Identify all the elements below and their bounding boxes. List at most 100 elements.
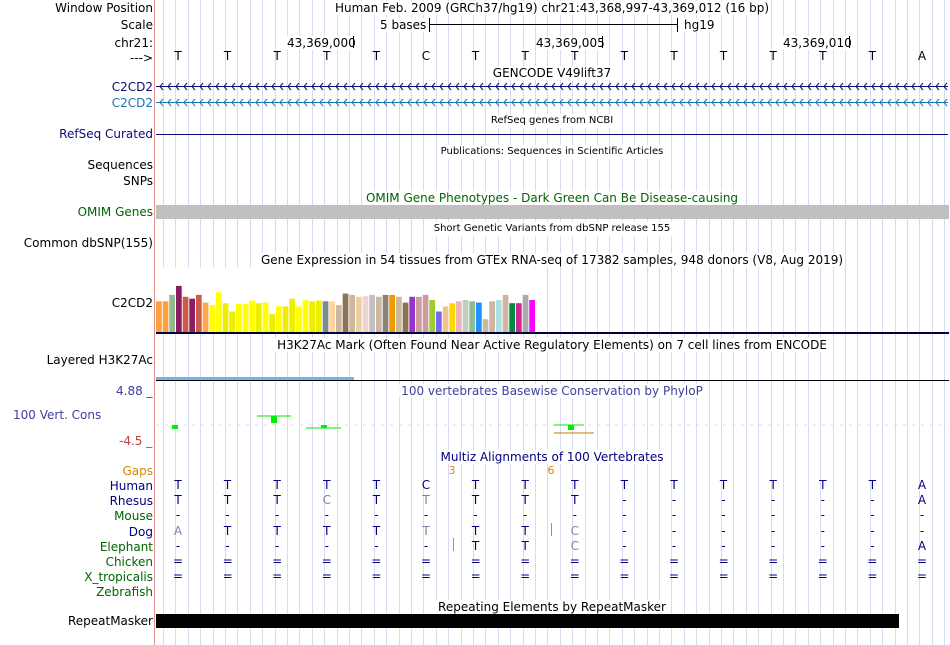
gtex-bar[interactable] — [422, 294, 429, 332]
strand-label[interactable]: ---> — [129, 51, 153, 65]
gtex-bar[interactable] — [222, 303, 229, 332]
dbsnp-label[interactable]: Common dbSNP(155) — [23, 236, 153, 250]
gtex-bar[interactable] — [329, 301, 335, 332]
multiz-title: Multiz Alignments of 100 Vertebrates — [438, 450, 666, 464]
gtex-bar[interactable] — [362, 296, 369, 332]
multiz-base: = — [272, 554, 283, 568]
gtex-bar[interactable] — [282, 306, 289, 332]
gtex-bar[interactable] — [289, 298, 295, 332]
omim-gene-bar[interactable] — [156, 205, 949, 219]
gtex-bar[interactable] — [442, 306, 449, 332]
gtex-bar[interactable] — [276, 306, 282, 332]
gtex-bar[interactable] — [209, 305, 215, 332]
gtex-bar[interactable] — [216, 292, 222, 332]
gtex-bar[interactable] — [476, 302, 482, 332]
multiz-species-label[interactable]: Chicken — [105, 555, 153, 569]
gtex-bar[interactable] — [396, 296, 402, 332]
gtex-bar[interactable] — [482, 319, 489, 332]
gtex-bar[interactable] — [349, 294, 355, 332]
h3k27ac-signal[interactable] — [156, 377, 354, 380]
multiz-base: - — [671, 493, 677, 508]
gtex-bar[interactable] — [182, 296, 189, 332]
gencode-gene-2-label[interactable]: C2CD2 — [111, 96, 153, 110]
ruler-base: T — [323, 49, 331, 63]
refseq-gene-line[interactable] — [156, 134, 948, 135]
gtex-bar[interactable] — [156, 301, 162, 332]
gtex-bar[interactable] — [376, 296, 382, 332]
multiz-species-label[interactable]: Rhesus — [109, 494, 153, 509]
gtex-bar[interactable] — [502, 294, 509, 332]
gaps-label[interactable]: Gaps — [122, 464, 153, 478]
gridline — [932, 0, 933, 645]
multiz-base: - — [771, 523, 776, 538]
scale-label[interactable]: Scale — [120, 18, 153, 32]
multiz-species-label[interactable]: Elephant — [99, 539, 153, 554]
snps-label[interactable]: SNPs — [123, 174, 153, 188]
gencode-gene-1-model[interactable] — [156, 82, 948, 91]
gtex-bar[interactable] — [176, 285, 182, 332]
gtex-bar[interactable] — [249, 300, 255, 332]
gtex-bar[interactable] — [169, 294, 175, 332]
gtex-bar[interactable] — [322, 301, 329, 332]
gtex-bar[interactable] — [389, 294, 395, 332]
gtex-bar[interactable] — [196, 294, 202, 332]
cons-label[interactable]: 100 Vert. Cons — [13, 408, 102, 422]
gtex-bar[interactable] — [229, 311, 235, 333]
multiz-species-label[interactable]: Mouse — [114, 509, 153, 524]
refseq-label[interactable]: RefSeq Curated — [59, 127, 153, 141]
multiz-base: - — [671, 523, 677, 538]
gencode-gene-1-label[interactable]: C2CD2 — [111, 80, 153, 94]
multiz-species-label[interactable]: X_tropicalis — [84, 570, 153, 585]
gtex-bar[interactable] — [416, 296, 422, 332]
gtex-bar[interactable] — [336, 305, 342, 332]
gtex-bar[interactable] — [202, 302, 209, 332]
gtex-bar[interactable] — [256, 303, 262, 332]
omim-label[interactable]: OMIM Genes — [77, 205, 153, 219]
cons-plot[interactable] — [156, 398, 949, 446]
gtex-bar[interactable] — [456, 301, 462, 332]
gtex-chart[interactable] — [156, 268, 536, 332]
gridline — [609, 0, 610, 645]
multiz-species-label[interactable]: Dog — [128, 524, 153, 539]
gtex-bar[interactable] — [356, 296, 362, 332]
gtex-bar[interactable] — [242, 303, 249, 332]
rmsk-label[interactable]: RepeatMasker — [67, 614, 153, 628]
gtex-bar[interactable] — [469, 301, 475, 332]
gtex-bar[interactable] — [462, 300, 469, 332]
gtex-bar[interactable] — [189, 298, 195, 332]
chrom-label[interactable]: chr21: — [114, 36, 153, 50]
gencode-gene-2-model[interactable] — [156, 98, 948, 107]
rmsk-title: Repeating Elements by RepeatMasker — [436, 600, 668, 614]
gtex-bar[interactable] — [429, 300, 435, 332]
gtex-bar[interactable] — [382, 294, 389, 332]
multiz-base: - — [820, 523, 825, 538]
gtex-bar[interactable] — [409, 296, 415, 332]
multiz-base: - — [622, 493, 627, 508]
window-position-label[interactable]: Window Position — [55, 1, 153, 15]
h3k27ac-label[interactable]: Layered H3K27Ac — [46, 353, 153, 367]
gtex-bar[interactable] — [369, 294, 375, 332]
gtex-bar[interactable] — [316, 300, 322, 332]
gtex-bar[interactable] — [162, 301, 169, 332]
gtex-bar[interactable] — [309, 301, 315, 332]
multiz-species-label[interactable]: Zebrafish — [96, 585, 153, 600]
gtex-bar[interactable] — [489, 301, 495, 332]
gtex-bar[interactable] — [262, 302, 269, 332]
rmsk-element[interactable] — [156, 614, 899, 628]
gtex-bar[interactable] — [402, 302, 409, 332]
multiz-species-label[interactable]: Human — [109, 479, 153, 493]
gtex-bar[interactable] — [522, 294, 529, 332]
gtex-bar[interactable] — [496, 300, 502, 332]
gtex-bar[interactable] — [269, 314, 275, 332]
gtex-bar[interactable] — [436, 311, 442, 333]
gtex-bar[interactable] — [509, 303, 515, 332]
gtex-bar[interactable] — [516, 303, 522, 332]
gtex-bar[interactable] — [342, 293, 349, 332]
sequences-label[interactable]: Sequences — [87, 158, 153, 172]
gtex-bar[interactable] — [302, 300, 309, 332]
gtex-bar[interactable] — [529, 300, 535, 332]
gtex-label[interactable]: C2CD2 — [111, 296, 153, 310]
gtex-bar[interactable] — [296, 306, 302, 332]
gtex-bar[interactable] — [449, 303, 455, 332]
gtex-bar[interactable] — [236, 303, 242, 332]
